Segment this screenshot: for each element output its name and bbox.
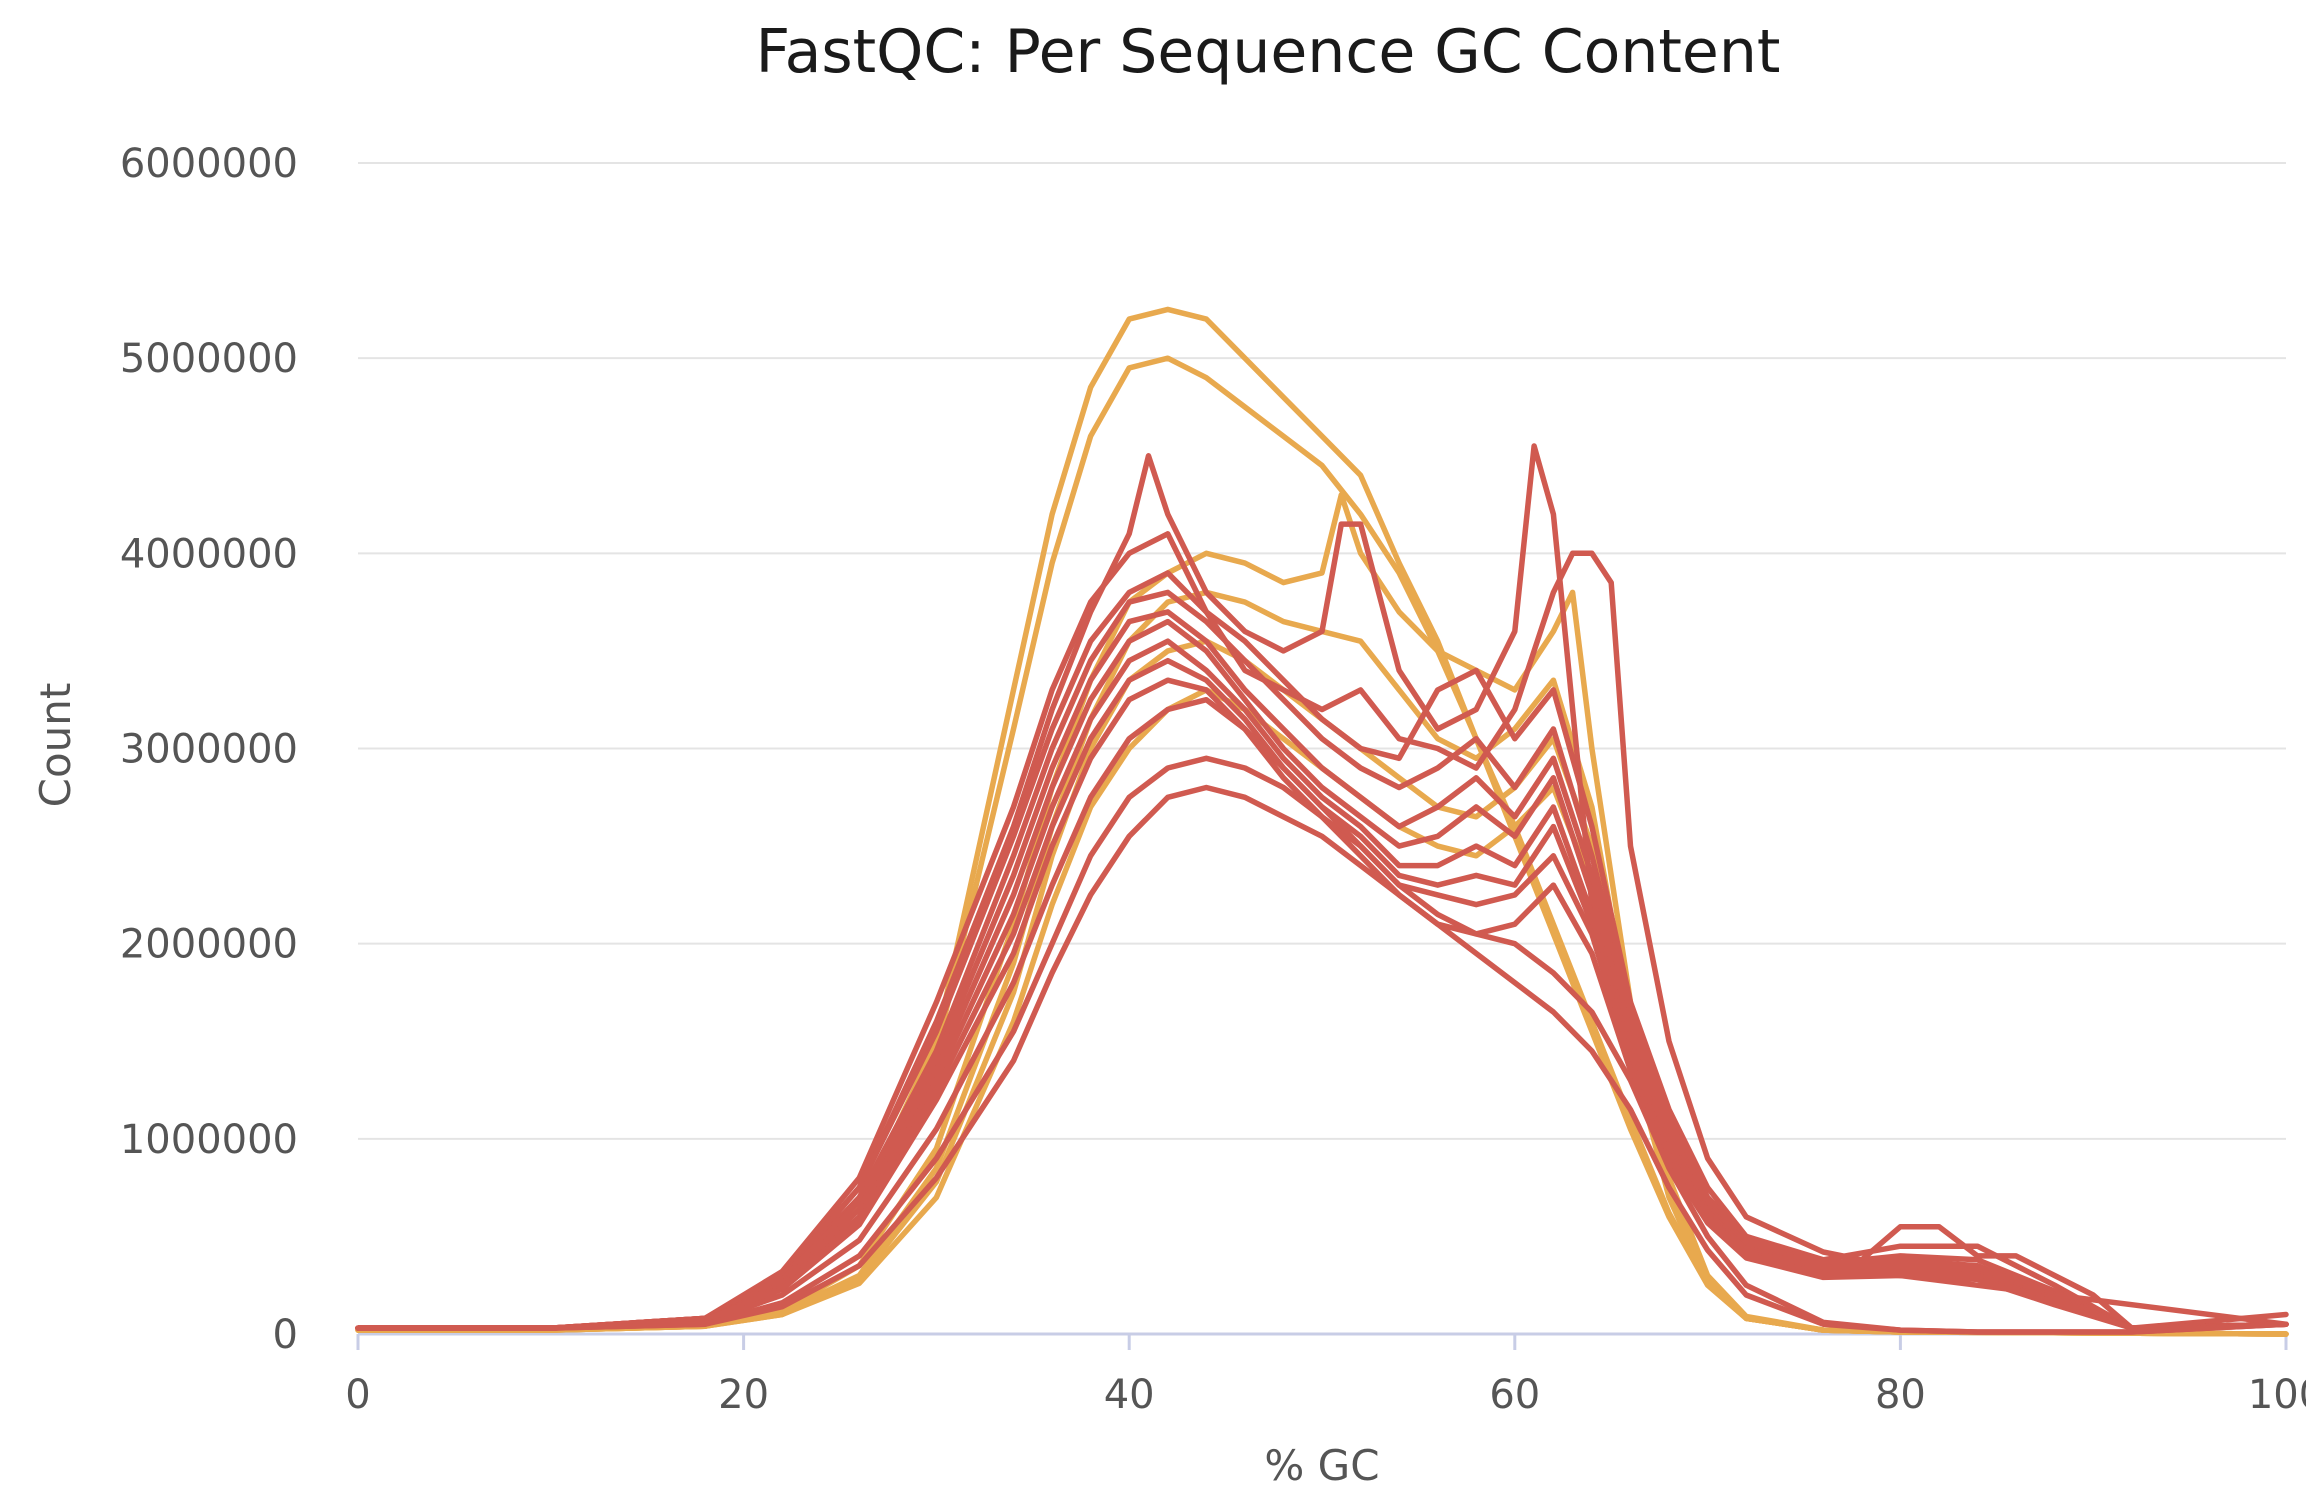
series-line-2[interactable] bbox=[355, 355, 2289, 1337]
y-tick-label: 1000000 bbox=[120, 1117, 298, 1163]
x-axis-ticks: 0 20 40 60 80 100 bbox=[345, 1334, 2306, 1418]
y-axis-title: Count bbox=[31, 683, 80, 808]
x-tick-label: 60 bbox=[1489, 1372, 1540, 1418]
series-line-4[interactable] bbox=[355, 589, 2289, 1337]
y-tick-label: 5000000 bbox=[120, 336, 298, 382]
y-axis-tick-labels: 0 1000000 2000000 3000000 4000000 5000000 6000… bbox=[120, 141, 298, 1358]
y-tick-label: 2000000 bbox=[120, 922, 298, 968]
series-line-11[interactable] bbox=[355, 609, 2289, 1331]
y-tick-label: 6000000 bbox=[120, 141, 298, 187]
chart-title: FastQC: Per Sequence GC Content bbox=[756, 17, 1781, 87]
x-tick-label: 40 bbox=[1104, 1372, 1155, 1418]
y-tick-label: 0 bbox=[273, 1312, 298, 1358]
series-line-13[interactable] bbox=[355, 638, 2289, 1331]
series-line-17[interactable] bbox=[355, 755, 2289, 1335]
series-line-18[interactable] bbox=[355, 784, 2289, 1335]
y-tick-label: 4000000 bbox=[120, 531, 298, 577]
x-axis-title: % GC bbox=[1264, 1441, 1379, 1490]
series-line-12[interactable] bbox=[355, 618, 2289, 1331]
series-line-7[interactable] bbox=[355, 443, 2289, 1331]
x-tick-label: 80 bbox=[1875, 1372, 1926, 1418]
series-lines bbox=[355, 306, 2289, 1337]
series-line-8[interactable] bbox=[355, 531, 2289, 1331]
series-line-9[interactable] bbox=[355, 570, 2289, 1331]
y-tick-label: 3000000 bbox=[120, 727, 298, 773]
grid-lines bbox=[358, 162, 2286, 1140]
x-tick-label: 0 bbox=[345, 1372, 370, 1418]
x-tick-label: 100 bbox=[2248, 1372, 2306, 1418]
series-line-15[interactable] bbox=[355, 677, 2289, 1331]
series-line-16[interactable] bbox=[355, 696, 2289, 1331]
series-line-5[interactable] bbox=[355, 638, 2289, 1337]
x-tick-label: 20 bbox=[718, 1372, 769, 1418]
series-line-14[interactable] bbox=[355, 657, 2289, 1331]
series-line-10[interactable] bbox=[355, 589, 2289, 1331]
